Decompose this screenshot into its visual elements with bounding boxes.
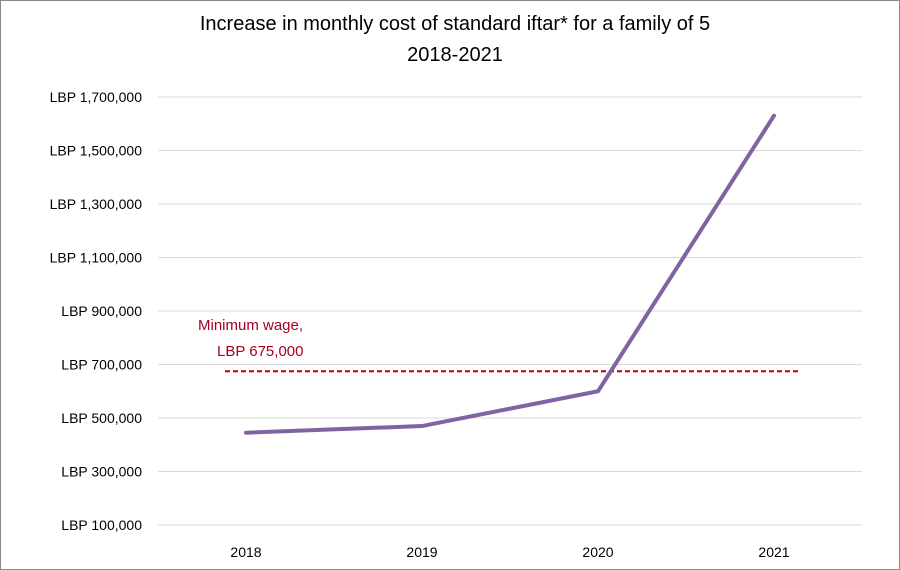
y-tick-label: LBP 900,000 xyxy=(61,303,142,319)
minimum-wage-reference: Minimum wage, LBP 675,000 xyxy=(198,317,800,373)
gridlines xyxy=(158,96,862,526)
y-tick-label: LBP 700,000 xyxy=(61,357,142,373)
minimum-wage-label: Minimum wage, xyxy=(198,317,303,334)
y-tick-label: LBP 1,100,000 xyxy=(50,250,143,266)
data-point xyxy=(772,114,776,118)
x-tick-label: 2018 xyxy=(230,544,261,560)
y-tick-label: LBP 300,000 xyxy=(61,464,142,480)
y-tick-label: LBP 100,000 xyxy=(61,517,142,533)
x-tick-label: 2019 xyxy=(406,544,437,560)
data-point xyxy=(244,431,248,435)
x-tick-label: 2020 xyxy=(582,544,613,560)
y-tick-label: LBP 1,700,000 xyxy=(50,89,143,105)
chart-title: Increase in monthly cost of standard ift… xyxy=(200,13,710,35)
series-group xyxy=(244,113,776,435)
y-tick-label: LBP 1,500,000 xyxy=(50,143,143,159)
chart-subtitle: 2018-2021 xyxy=(407,44,503,66)
x-axis-ticks: 2018 2019 2020 2021 xyxy=(230,544,789,560)
chart-title-group: Increase in monthly cost of standard ift… xyxy=(200,13,710,66)
data-point xyxy=(596,389,600,393)
y-axis-ticks: LBP 100,000 LBP 300,000 LBP 500,000 LBP 700… xyxy=(50,89,143,533)
data-point xyxy=(420,424,424,428)
y-tick-label: LBP 500,000 xyxy=(61,410,142,426)
series-line xyxy=(244,113,776,435)
x-tick-label: 2021 xyxy=(758,544,789,560)
minimum-wage-value: LBP 675,000 xyxy=(217,343,303,360)
y-tick-label: LBP 1,300,000 xyxy=(50,196,143,212)
